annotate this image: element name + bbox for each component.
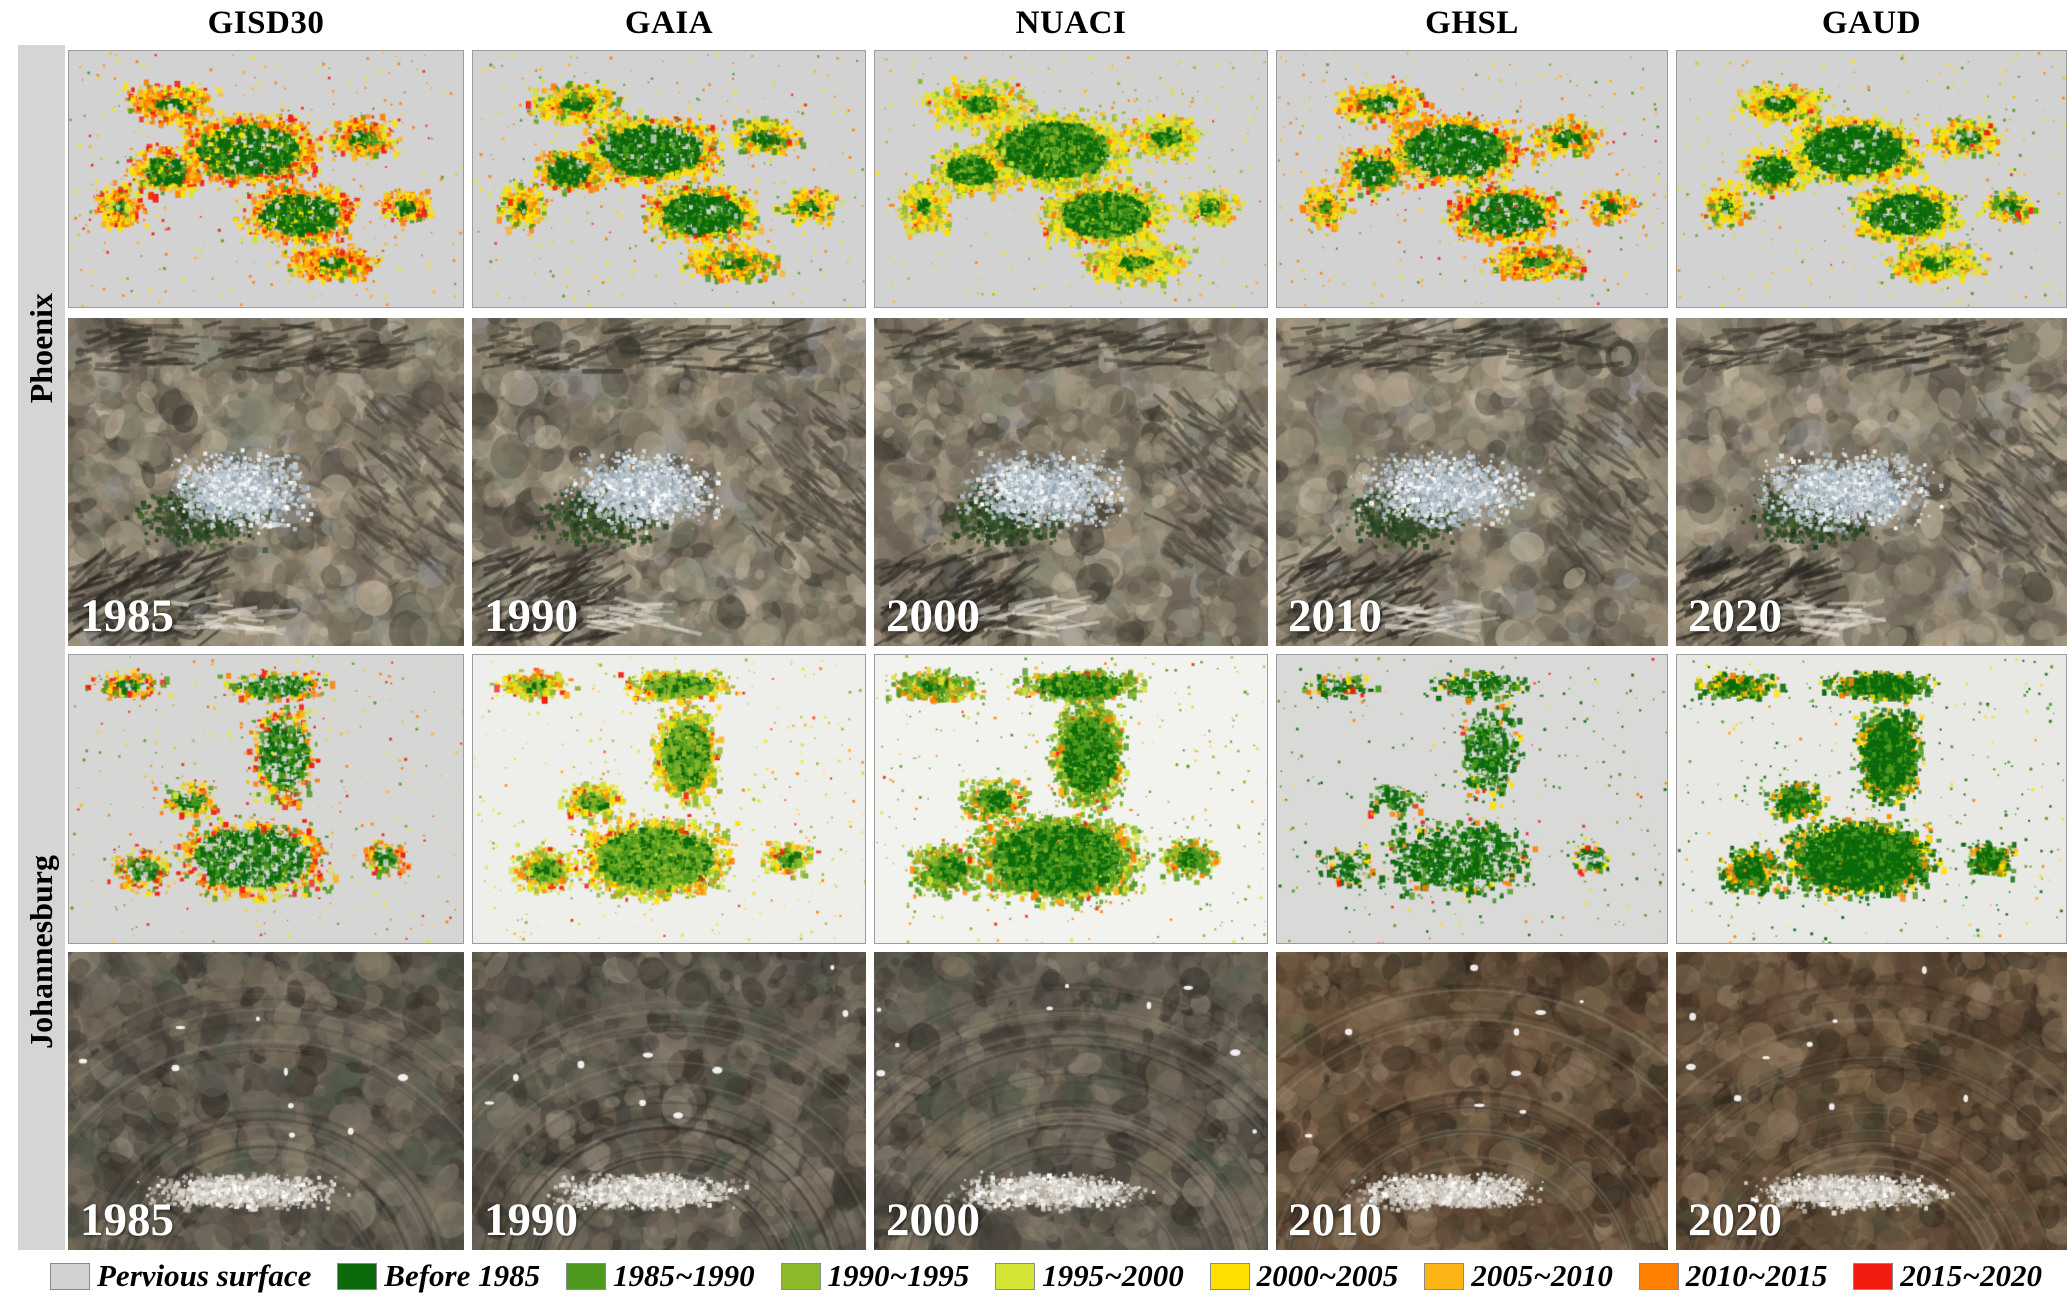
year-label: 2010 bbox=[1288, 590, 1382, 642]
legend-item-3: 1990~1995 bbox=[780, 1258, 970, 1294]
legend-label: 1985~1990 bbox=[613, 1258, 755, 1293]
legend-item-4: 1995~2000 bbox=[995, 1258, 1184, 1294]
row-label-text: Johannesburg bbox=[23, 855, 59, 1049]
satellite-panel-phoenix-gaud: 2020 bbox=[1676, 318, 2067, 646]
legend-swatch bbox=[995, 1262, 1036, 1290]
classification-map-canvas bbox=[69, 51, 463, 307]
legend-item-6: 2005~2010 bbox=[1424, 1258, 1613, 1294]
map-panel-phoenix-ghsl bbox=[1276, 50, 1668, 308]
legend-label: Pervious surface bbox=[97, 1258, 312, 1293]
row-label-phoenix: Phoenix bbox=[18, 50, 65, 646]
satellite-panel-johannesburg-gaud: 2020 bbox=[1676, 952, 2067, 1250]
map-panel-johannesburg-ghsl bbox=[1276, 654, 1668, 944]
satellite-image-canvas bbox=[874, 318, 1268, 646]
year-label: 1985 bbox=[80, 1194, 174, 1246]
legend-swatch bbox=[1638, 1262, 1679, 1290]
satellite-image-canvas bbox=[1276, 318, 1668, 646]
legend-item-8: 2015~2020 bbox=[1853, 1258, 2042, 1294]
classification-map-canvas bbox=[875, 655, 1267, 943]
map-panel-johannesburg-gaud bbox=[1676, 654, 2067, 944]
column-header-gaia: GAIA bbox=[624, 5, 714, 41]
satellite-panel-johannesburg-nuaci: 2000 bbox=[874, 952, 1268, 1250]
classification-map-canvas bbox=[1677, 655, 2066, 943]
classification-map-canvas bbox=[1677, 51, 2066, 307]
satellite-image-canvas bbox=[68, 952, 464, 1250]
year-label: 2000 bbox=[886, 590, 980, 642]
satellite-image-canvas bbox=[1676, 952, 2067, 1250]
legend-swatch bbox=[1853, 1262, 1894, 1290]
map-panel-phoenix-nuaci bbox=[874, 50, 1268, 308]
legend-item-2: 1985~1990 bbox=[566, 1258, 755, 1294]
satellite-panel-phoenix-nuaci: 2000 bbox=[874, 318, 1268, 646]
classification-map-canvas bbox=[473, 655, 865, 943]
satellite-image-canvas bbox=[874, 952, 1268, 1250]
satellite-image-canvas bbox=[472, 952, 866, 1250]
satellite-panel-johannesburg-ghsl: 2010 bbox=[1276, 952, 1668, 1250]
year-label: 2020 bbox=[1688, 1194, 1782, 1246]
legend-swatch bbox=[337, 1262, 378, 1290]
classification-map-canvas bbox=[1277, 655, 1667, 943]
classification-map-canvas bbox=[69, 655, 463, 943]
legend-item-7: 2010~2015 bbox=[1638, 1258, 1828, 1294]
legend-label: 2015~2020 bbox=[1900, 1258, 2042, 1293]
legend-swatch bbox=[780, 1262, 821, 1290]
legend-swatch bbox=[50, 1262, 90, 1290]
year-label: 1985 bbox=[80, 590, 174, 642]
legend-label: 2005~2010 bbox=[1471, 1258, 1613, 1293]
map-panel-johannesburg-gaia bbox=[472, 654, 866, 944]
classification-map-canvas bbox=[1277, 51, 1667, 307]
satellite-image-canvas bbox=[68, 318, 464, 646]
satellite-image-canvas bbox=[1276, 952, 1668, 1250]
legend-item-5: 2000~2005 bbox=[1209, 1258, 1399, 1294]
legend-label: 2000~2005 bbox=[1256, 1258, 1399, 1293]
satellite-panel-johannesburg-gaia: 1990 bbox=[472, 952, 866, 1250]
column-header-nuaci: NUACI bbox=[1015, 5, 1127, 41]
year-label: 2000 bbox=[886, 1194, 980, 1246]
year-label: 1990 bbox=[484, 1194, 578, 1246]
legend-swatch bbox=[566, 1262, 606, 1290]
column-header-ghsl: GHSL bbox=[1425, 5, 1519, 41]
legend-label: 1995~2000 bbox=[1042, 1258, 1184, 1293]
satellite-image-canvas bbox=[1676, 318, 2067, 646]
legend-item-0: Pervious surface bbox=[50, 1258, 311, 1294]
map-panel-johannesburg-gisd30 bbox=[68, 654, 464, 944]
row-labels-sidebar bbox=[18, 45, 65, 1250]
satellite-panel-johannesburg-gisd30: 1985 bbox=[68, 952, 464, 1250]
satellite-image-canvas bbox=[472, 318, 866, 646]
year-label: 2010 bbox=[1288, 1194, 1382, 1246]
satellite-panel-phoenix-gaia: 1990 bbox=[472, 318, 866, 646]
map-panel-phoenix-gaud bbox=[1676, 50, 2067, 308]
legend-label: 2010~2015 bbox=[1685, 1258, 1828, 1293]
legend-label: Before 1985 bbox=[384, 1258, 541, 1293]
classification-map-canvas bbox=[875, 51, 1267, 307]
row-label-text: Phoenix bbox=[23, 292, 59, 404]
map-panel-phoenix-gaia bbox=[472, 50, 866, 308]
classification-map-canvas bbox=[473, 51, 865, 307]
legend-item-1: Before 1985 bbox=[337, 1258, 540, 1294]
map-panel-johannesburg-nuaci bbox=[874, 654, 1268, 944]
map-panel-phoenix-gisd30 bbox=[68, 50, 464, 308]
satellite-panel-phoenix-gisd30: 1985 bbox=[68, 318, 464, 646]
column-header-gaud: GAUD bbox=[1821, 5, 1922, 41]
legend-label: 1990~1995 bbox=[827, 1258, 970, 1293]
row-label-johannesburg: Johannesburg bbox=[18, 654, 65, 1250]
legend: Pervious surface Before 1985 1985~1990 1990… bbox=[50, 1252, 2042, 1300]
legend-swatch bbox=[1209, 1262, 1250, 1290]
satellite-panel-phoenix-ghsl: 2010 bbox=[1276, 318, 1668, 646]
legend-swatch bbox=[1424, 1262, 1465, 1290]
year-label: 2020 bbox=[1688, 590, 1782, 642]
year-label: 1990 bbox=[484, 590, 578, 642]
column-header-gisd30: GISD30 bbox=[207, 5, 325, 41]
